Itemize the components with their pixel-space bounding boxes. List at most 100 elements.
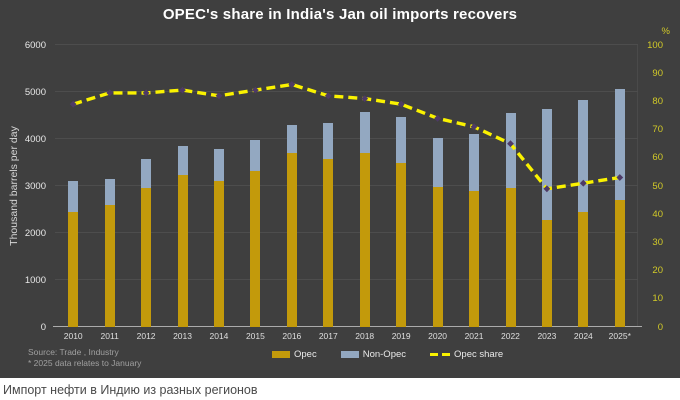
bar-non-opec-2025*: [614, 89, 625, 201]
bar-non-opec-2016: [286, 124, 297, 154]
right-tick-0: 0: [657, 321, 663, 333]
x-tick-2014: 2014: [209, 331, 229, 341]
share-marker-2017: [324, 92, 332, 100]
right-tick-50: 50: [652, 180, 663, 192]
legend-label-non-opec: Non-Opec: [362, 349, 407, 360]
gridline-3000: [55, 185, 638, 186]
x-tick-2013: 2013: [173, 331, 192, 341]
source-line-1: Source: Trade , Industry: [28, 347, 119, 357]
plot-area: [53, 44, 642, 327]
right-tick-60: 60: [652, 152, 663, 164]
bar-non-opec-2021: [469, 134, 479, 191]
bar-opec-2023: [541, 219, 552, 327]
gridline-5000: [55, 91, 638, 92]
chart-caption: Импорт нефти в Индию из разных регионов: [3, 383, 258, 397]
legend-label-opec-share: Opec share: [454, 349, 504, 360]
right-tick-90: 90: [652, 67, 663, 79]
bar-opec-2024: [578, 211, 589, 327]
x-tick-2012: 2012: [136, 331, 156, 341]
bar-opec-2025*: [614, 200, 625, 327]
x-tick-2017: 2017: [318, 331, 338, 341]
x-tick-2022: 2022: [501, 331, 520, 341]
share-marker-2024: [579, 179, 587, 187]
bar-opec-2010: [68, 211, 79, 327]
bar-opec-2022: [505, 188, 516, 327]
bar-opec-2019: [396, 162, 407, 327]
non-opec-swatch-icon: [340, 351, 359, 358]
legend-item-opec-share: Opec share: [430, 349, 503, 360]
plot-right-border: [637, 45, 638, 327]
bar-non-opec-2018: [359, 111, 370, 154]
opec-swatch-icon: [272, 351, 290, 358]
bar-non-opec-2014: [214, 148, 224, 182]
share-marker-2015: [252, 86, 259, 94]
opec-share-line-layer: [69, 81, 624, 193]
legend-label-opec: Opec: [294, 349, 317, 360]
share-marker-2023: [543, 185, 551, 193]
bar-non-opec-2023: [541, 109, 552, 220]
bar-opec-2014: [214, 181, 224, 327]
source-note: Source: Trade , Industry * 2025 data rel…: [28, 347, 141, 369]
right-tick-80: 80: [652, 95, 663, 107]
x-tick-2019: 2019: [391, 331, 411, 341]
legend-item-non-opec: Non-Opec: [340, 349, 407, 360]
left-tick-5000: 5000: [24, 86, 46, 98]
opec-share-line: [72, 82, 621, 191]
right-tick-70: 70: [652, 124, 663, 136]
share-marker-2025*: [616, 174, 624, 181]
x-tick-2025*: 2025*: [608, 331, 631, 341]
legend: Opec Non-Opec Opec share: [272, 349, 503, 360]
share-marker-2014: [215, 92, 223, 100]
x-tick-2021: 2021: [464, 331, 484, 341]
bar-opec-2013: [177, 175, 188, 327]
bar-opec-2020: [432, 186, 443, 327]
bar-non-opec-2010: [68, 181, 79, 212]
gridline-2000: [55, 232, 638, 233]
share-marker-2013: [179, 86, 186, 94]
right-tick-100: 100: [647, 39, 663, 51]
bar-opec-2015: [250, 170, 261, 327]
right-axis-unit: %: [661, 26, 670, 37]
opec-share-dash-icon: [430, 353, 451, 356]
share-marker-2010: [69, 100, 77, 108]
right-tick-10: 10: [652, 293, 663, 305]
share-marker-2021: [470, 123, 478, 131]
bar-opec-2021: [469, 190, 479, 327]
bar-opec-2017: [323, 158, 334, 327]
right-tick-20: 20: [652, 265, 663, 277]
share-marker-2018: [361, 95, 369, 102]
chart-title: OPEC's share in India's Jan oil imports …: [162, 6, 518, 23]
bar-non-opec-2017: [323, 123, 334, 159]
bar-non-opec-2015: [250, 139, 261, 171]
x-tick-2015: 2015: [245, 331, 265, 341]
x-tick-2018: 2018: [355, 331, 375, 341]
x-tick-2011: 2011: [100, 331, 119, 341]
x-tick-2010: 2010: [63, 331, 83, 341]
right-tick-40: 40: [652, 208, 663, 220]
bar-non-opec-2022: [505, 113, 516, 189]
right-tick-30: 30: [652, 236, 663, 248]
left-tick-1000: 1000: [24, 274, 46, 286]
bar-non-opec-2012: [141, 159, 152, 189]
bar-opec-2018: [359, 153, 370, 327]
left-tick-3000: 3000: [24, 180, 46, 192]
gridline-4000: [55, 138, 638, 139]
left-tick-2000: 2000: [24, 227, 46, 239]
bar-non-opec-2013: [177, 146, 188, 176]
share-marker-2012: [142, 89, 150, 97]
left-tick-6000: 6000: [24, 39, 46, 51]
bar-opec-2011: [104, 204, 115, 327]
share-marker-2011: [106, 89, 114, 97]
bar-opec-2012: [141, 188, 152, 327]
left-tick-0: 0: [40, 321, 46, 333]
x-tick-2023: 2023: [537, 331, 557, 341]
source-line-2: * 2025 data relates to January: [28, 358, 142, 368]
gridline-6000: [55, 44, 638, 45]
bar-non-opec-2024: [578, 100, 589, 212]
bar-non-opec-2019: [396, 117, 407, 163]
x-axis-line: [53, 326, 642, 327]
bar-non-opec-2020: [432, 137, 443, 187]
chart-panel: OPEC's share in India's Jan oil imports …: [0, 0, 680, 378]
legend-item-opec: Opec: [272, 349, 317, 360]
left-tick-4000: 4000: [24, 133, 46, 145]
